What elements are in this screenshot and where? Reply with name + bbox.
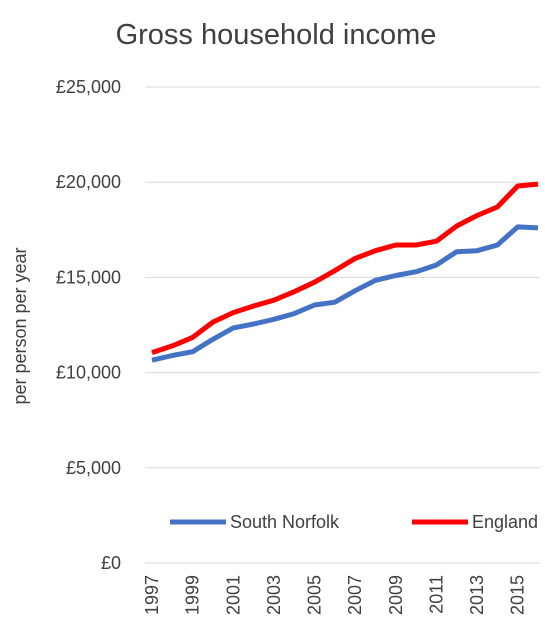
x-axis-ticks: 1997 1999 2001 2003 2005 2007 2009 2011 2013 2015	[142, 575, 528, 615]
y-tick-label: £25,000	[56, 77, 121, 97]
x-tick-label: 2003	[264, 575, 284, 615]
x-tick-label: 2011	[426, 575, 446, 614]
y-tick-label: £10,000	[56, 363, 121, 383]
legend: South Norfolk England	[170, 512, 538, 532]
series-line-south-norfolk	[151, 224, 539, 363]
x-tick-label: 1997	[142, 575, 162, 615]
y-axis-ticks: £0 £5,000 £10,000 £15,000 £20,000 £25,000	[56, 77, 121, 573]
x-tick-label: 2007	[345, 575, 365, 615]
grid-lines	[145, 86, 540, 564]
y-axis-label: per person per year	[10, 247, 30, 404]
x-tick-label: 2015	[508, 575, 528, 615]
y-tick-label: £0	[101, 553, 121, 573]
legend-label: South Norfolk	[230, 512, 340, 532]
y-tick-label: £5,000	[66, 458, 121, 478]
series-line-england	[151, 181, 539, 355]
series-lines	[151, 181, 539, 363]
x-tick-label: 1999	[183, 575, 203, 615]
x-tick-label: 2001	[223, 575, 243, 615]
x-tick-label: 2005	[305, 575, 325, 615]
x-tick-label: 2013	[467, 575, 487, 615]
chart-title: Gross household income	[116, 19, 437, 51]
legend-label: England	[472, 512, 538, 532]
x-tick-label: 2009	[386, 575, 406, 615]
y-tick-label: £20,000	[56, 172, 121, 192]
y-tick-label: £15,000	[56, 267, 121, 287]
